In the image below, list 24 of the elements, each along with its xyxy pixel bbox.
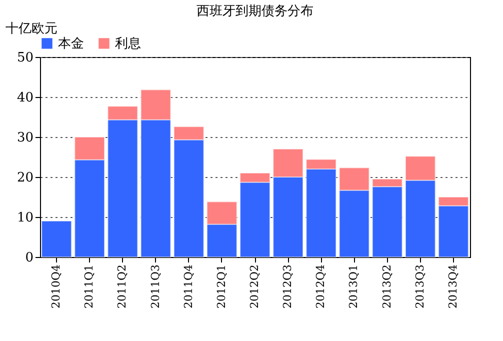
legend-label: 利息 xyxy=(115,36,141,52)
x-tick-label: 2013Q2 xyxy=(380,264,394,309)
bar xyxy=(41,220,72,258)
x-tick-label: 2012Q2 xyxy=(248,264,261,309)
x-tick-label: 2011Q1 xyxy=(82,264,96,309)
chart-title: 西班牙到期债务分布 xyxy=(196,4,314,19)
x-tick-label: 2011Q3 xyxy=(148,264,162,309)
y-tick-label: 30 xyxy=(16,130,34,146)
x-tick-label: 2013Q4 xyxy=(446,264,460,309)
y-tick-label: 50 xyxy=(16,50,34,66)
x-tick-label: 2012Q4 xyxy=(314,264,328,309)
y-axis-title: 十亿欧元 xyxy=(6,22,58,36)
x-tick-label: 2011Q4 xyxy=(182,264,195,309)
y-tick-label: 40 xyxy=(16,90,34,106)
x-tick-label: 2010Q4 xyxy=(50,264,63,309)
x-tick-label: 2012Q1 xyxy=(214,264,228,309)
y-tick-label: 0 xyxy=(25,250,34,266)
x-tick-label: 2013Q1 xyxy=(347,264,360,309)
y-tick-label: 10 xyxy=(16,210,34,226)
x-tick-label: 2011Q2 xyxy=(116,264,129,309)
x-tick-label: 2013Q3 xyxy=(413,264,426,309)
legend-label: 本金 xyxy=(58,36,84,52)
x-tick-label: 2012Q3 xyxy=(281,264,294,309)
y-tick-label: 20 xyxy=(16,170,34,186)
